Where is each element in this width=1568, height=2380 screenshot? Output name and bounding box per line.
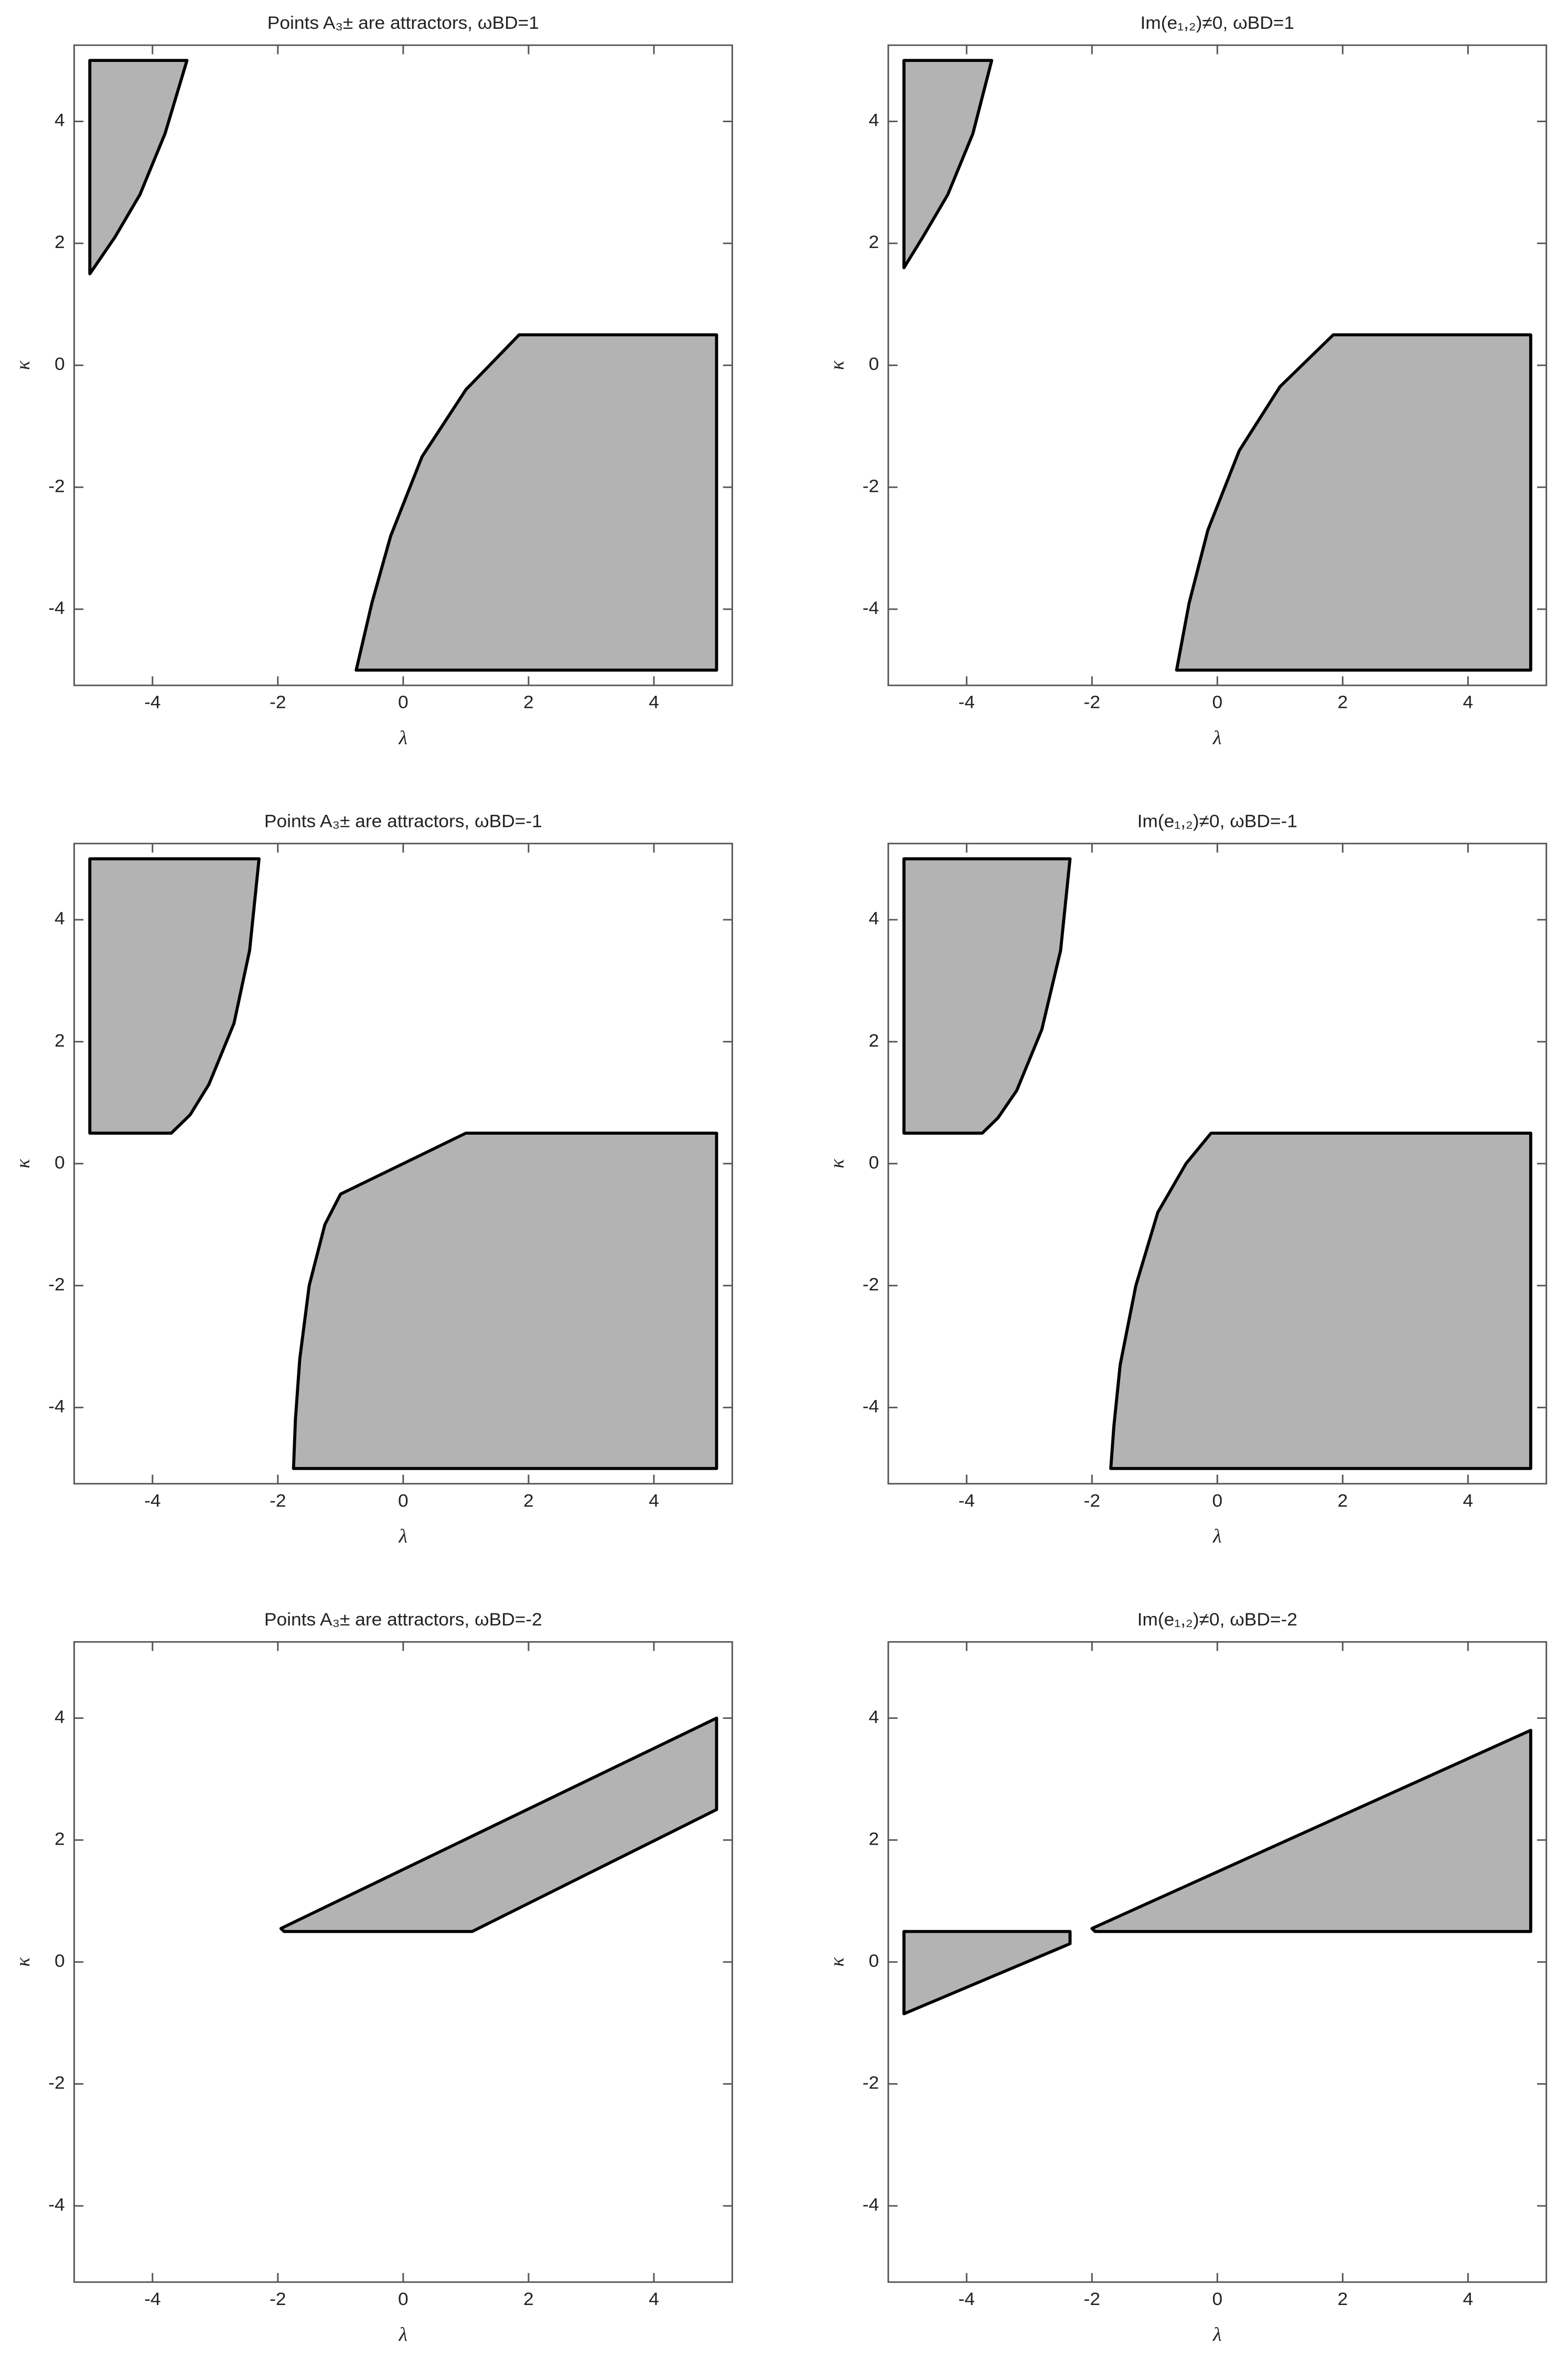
x-axis-label: λ <box>1212 1525 1222 1547</box>
y-tick-label: 2 <box>55 1030 65 1051</box>
x-axis-label: λ <box>399 2324 408 2345</box>
x-tick-label: 4 <box>1463 1491 1474 1511</box>
x-axis-label: λ <box>1212 2324 1222 2345</box>
region <box>292 1132 718 1470</box>
y-axis-label: κ <box>826 1957 849 1967</box>
region <box>279 1716 718 1933</box>
y-tick-label: 4 <box>55 1707 65 1727</box>
x-tick-label: -2 <box>270 692 286 713</box>
y-axis-label: κ <box>12 1158 35 1168</box>
x-tick-label: 4 <box>649 1491 659 1511</box>
y-tick-label: -2 <box>863 2073 879 2093</box>
x-axis-label: λ <box>399 727 408 749</box>
y-tick-label: -2 <box>863 476 879 497</box>
y-tick-label: 2 <box>55 232 65 253</box>
y-tick-label: -4 <box>48 1396 65 1417</box>
x-tick-label: 0 <box>398 2289 409 2309</box>
y-tick-label: 4 <box>55 110 65 131</box>
region <box>1090 1729 1532 1933</box>
x-tick-label: -4 <box>959 2289 975 2309</box>
y-tick-label: 2 <box>869 1829 879 1849</box>
x-axis-label: λ <box>399 1525 408 1547</box>
x-tick-label: 2 <box>1338 692 1348 713</box>
x-axis-label: λ <box>1212 727 1222 749</box>
y-tick-label: 2 <box>869 232 879 253</box>
x-tick-label: -4 <box>959 692 975 713</box>
region <box>902 59 993 270</box>
x-tick-label: -2 <box>270 1491 286 1511</box>
chart-title: Points A₃± are attractors, ωBD=-2 <box>264 1610 542 1630</box>
region <box>88 857 261 1135</box>
y-tick-label: 4 <box>55 909 65 929</box>
x-tick-label: -2 <box>1084 2289 1100 2309</box>
plot-frame <box>73 1641 733 2283</box>
y-tick-label: 2 <box>55 1829 65 1849</box>
x-tick-label: 4 <box>649 692 659 713</box>
chart-title: Points A₃± are attractors, ωBD=1 <box>267 13 539 33</box>
y-tick-label: 4 <box>869 909 879 929</box>
y-tick-label: 4 <box>869 110 879 131</box>
y-tick-label: -4 <box>48 2194 65 2215</box>
x-tick-label: -4 <box>144 2289 160 2309</box>
x-tick-label: 0 <box>1212 692 1222 713</box>
y-tick-label: -2 <box>48 476 65 497</box>
region <box>1175 333 1532 672</box>
x-tick-label: -2 <box>1084 1491 1100 1511</box>
y-tick-label: -2 <box>863 1274 879 1295</box>
y-tick-label: -2 <box>48 1274 65 1295</box>
y-tick-label: -4 <box>863 1396 879 1417</box>
y-tick-label: -4 <box>863 2194 879 2215</box>
y-tick-label: 0 <box>55 354 65 374</box>
chart-title: Im(e₁,₂)≠0, ωBD=1 <box>1141 13 1295 33</box>
region <box>355 333 718 672</box>
chart-title: Points A₃± are attractors, ωBD=-1 <box>264 811 542 832</box>
y-tick-label: 2 <box>869 1030 879 1051</box>
x-tick-label: -4 <box>959 1491 975 1511</box>
x-tick-label: -4 <box>144 1491 160 1511</box>
x-tick-label: 2 <box>523 692 534 713</box>
y-axis-label: κ <box>12 1957 35 1967</box>
x-tick-label: 0 <box>1212 2289 1222 2309</box>
x-tick-label: 4 <box>1463 2289 1474 2309</box>
x-tick-label: 2 <box>523 1491 534 1511</box>
x-tick-label: 2 <box>1338 1491 1348 1511</box>
x-tick-label: -2 <box>270 2289 286 2309</box>
y-tick-label: 0 <box>869 354 879 374</box>
x-tick-label: 0 <box>398 1491 409 1511</box>
x-tick-label: -2 <box>1084 692 1100 713</box>
y-tick-label: 0 <box>55 1951 65 1971</box>
y-axis-label: κ <box>12 360 35 370</box>
y-tick-label: 0 <box>869 1951 879 1971</box>
region <box>88 59 189 276</box>
x-tick-label: 4 <box>1463 692 1474 713</box>
region <box>902 857 1072 1135</box>
y-tick-label: -4 <box>863 598 879 618</box>
x-tick-label: -4 <box>144 692 160 713</box>
region <box>902 1930 1072 2016</box>
y-tick-label: 0 <box>869 1153 879 1173</box>
chart-title: Im(e₁,₂)≠0, ωBD=-2 <box>1137 1610 1297 1630</box>
x-tick-label: 2 <box>523 2289 534 2309</box>
y-axis-label: κ <box>826 360 849 370</box>
y-axis-label: κ <box>826 1158 849 1168</box>
region <box>1109 1132 1532 1470</box>
x-tick-label: 2 <box>1338 2289 1348 2309</box>
chart-title: Im(e₁,₂)≠0, ωBD=-1 <box>1137 811 1297 832</box>
y-tick-label: 0 <box>55 1153 65 1173</box>
y-tick-label: 4 <box>869 1707 879 1727</box>
x-tick-label: 4 <box>649 2289 659 2309</box>
y-tick-label: -4 <box>48 598 65 618</box>
y-tick-label: -2 <box>48 2073 65 2093</box>
x-tick-label: 0 <box>398 692 409 713</box>
x-tick-label: 0 <box>1212 1491 1222 1511</box>
